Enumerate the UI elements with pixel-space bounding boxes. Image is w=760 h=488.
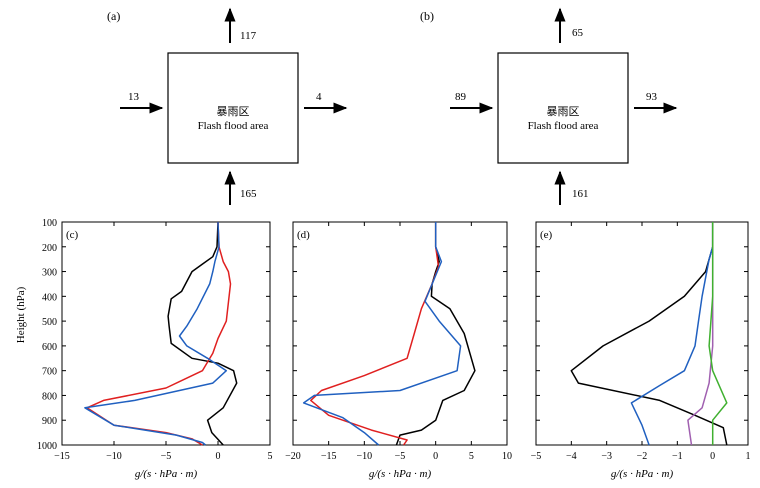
- x-tick-label-c: 0: [216, 451, 221, 462]
- x-tick-label-e: 1: [746, 451, 751, 462]
- x-tick-label-d: −5: [395, 451, 406, 462]
- x-tick-label-d: −20: [285, 451, 301, 462]
- x-tick-label-c: −10: [106, 451, 122, 462]
- box-label-en-b: Flash flood area: [528, 120, 599, 132]
- x-axis-title-c: g/(s · hPa · m): [135, 468, 198, 480]
- bottom-inflow-value-a: 165: [240, 188, 257, 200]
- y-tick-label: 400: [42, 292, 57, 303]
- y-tick-label: 900: [42, 416, 57, 427]
- panel-label-b: (b): [420, 9, 434, 23]
- x-tick-label-e: −5: [531, 451, 542, 462]
- y-tick-label: 500: [42, 317, 57, 328]
- x-tick-label-e: −2: [637, 451, 648, 462]
- y-tick-label: 600: [42, 342, 57, 353]
- y-tick-label: 100: [42, 218, 57, 229]
- x-tick-label-d: 10: [502, 451, 512, 462]
- y-tick-label: 1000: [37, 441, 57, 452]
- x-tick-label-e: 0: [710, 451, 715, 462]
- panel-label-c: (c): [66, 229, 79, 241]
- box-diagram-a: (a) 暴雨区 Flash flood area 117 13 4 165: [107, 7, 348, 205]
- flash-flood-box-b: [497, 52, 629, 164]
- series-line-e-2: [630, 222, 714, 446]
- right-outflow-value-b: 93: [646, 91, 658, 103]
- top-outflow-value-b: 65: [572, 27, 584, 39]
- x-tick-label-e: −4: [566, 451, 577, 462]
- x-tick-label-c: −15: [54, 451, 70, 462]
- box-label-en-a: Flash flood area: [198, 120, 269, 132]
- box-label-zh-a: 暴雨区: [217, 105, 250, 118]
- top-outflow-value-a: 117: [240, 30, 257, 42]
- x-tick-label-e: −3: [601, 451, 612, 462]
- x-tick-label-e: −1: [672, 451, 683, 462]
- series-line-c-1: [167, 221, 238, 446]
- x-tick-label-d: −10: [357, 451, 373, 462]
- y-tick-label: 300: [42, 268, 57, 279]
- panel-label-d: (d): [297, 229, 310, 241]
- series-line-e-3: [687, 222, 714, 446]
- y-tick-label: 200: [42, 243, 57, 254]
- box-diagram-b: (b) 暴雨区 Flash flood area 65 89 93 161: [420, 7, 678, 205]
- y-axis-title: Height (hPa): [15, 286, 27, 343]
- series-line-d-1: [395, 222, 476, 446]
- series-line-e-4: [708, 222, 728, 445]
- panel-label-a: (a): [107, 9, 120, 23]
- series-line-c-2: [86, 221, 232, 446]
- left-inflow-value-a: 13: [128, 91, 140, 103]
- series-line-e-1: [570, 222, 728, 446]
- x-axis-title-e: g/(s · hPa · m): [611, 468, 674, 480]
- right-outflow-value-a: 4: [316, 91, 322, 103]
- x-tick-label-d: −15: [321, 451, 337, 462]
- y-tick-label: 800: [42, 391, 57, 402]
- bottom-inflow-value-b: 161: [572, 188, 589, 200]
- series-line-d-3: [302, 222, 462, 446]
- panel-label-e: (e): [540, 229, 553, 241]
- x-tick-label-d: 5: [469, 451, 474, 462]
- box-label-zh-b: 暴雨区: [547, 105, 580, 118]
- series-line-d-2: [310, 222, 440, 446]
- x-axis-title-d: g/(s · hPa · m): [369, 468, 432, 480]
- flash-flood-box-a: [167, 52, 299, 164]
- x-tick-label-c: 5: [268, 451, 273, 462]
- series-line-c-3: [84, 221, 228, 446]
- x-tick-label-d: 0: [433, 451, 438, 462]
- left-inflow-value-b: 89: [455, 91, 467, 103]
- x-tick-label-c: −5: [161, 451, 172, 462]
- y-tick-label: 700: [42, 367, 57, 378]
- plot-frame-e: [535, 221, 749, 446]
